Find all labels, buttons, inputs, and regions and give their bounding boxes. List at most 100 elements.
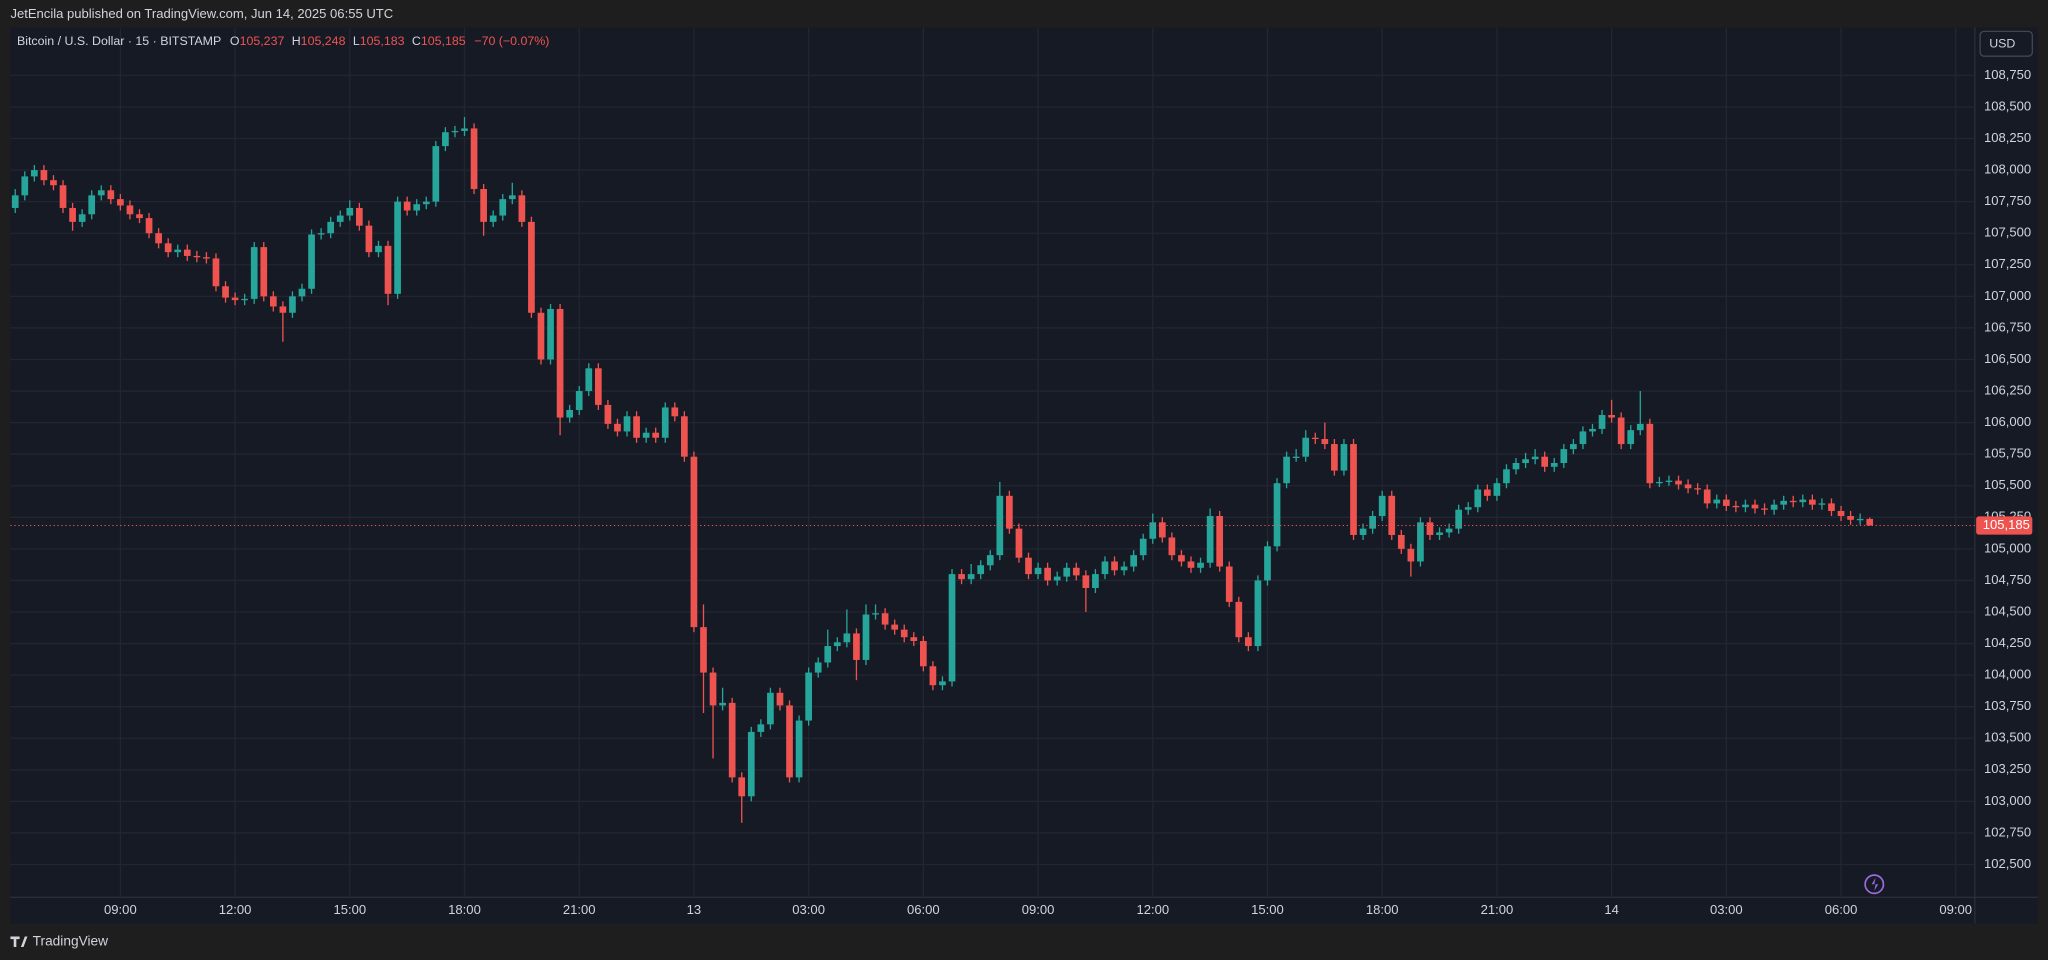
candle-body [623, 416, 631, 432]
candle-body [1187, 561, 1195, 568]
candle-body [977, 565, 985, 575]
candle-body [537, 312, 545, 360]
spark-bolt [1871, 877, 1879, 891]
candle-body [1120, 566, 1128, 571]
candle-body [1311, 437, 1319, 440]
candle-body [939, 681, 946, 686]
candle-body [833, 642, 841, 647]
candle-body [910, 637, 918, 642]
y-tick-label: 104,750 [1984, 572, 2031, 587]
y-tick-label: 104,000 [1984, 667, 2031, 682]
candle-body [442, 132, 449, 147]
candle-body [40, 170, 48, 181]
candle-body [1770, 504, 1778, 510]
candle-body [21, 176, 29, 196]
candle-body [1474, 489, 1482, 508]
candle-body [31, 170, 38, 177]
candle-body [1799, 499, 1807, 503]
candle-body [642, 432, 650, 438]
candle-body [967, 574, 975, 580]
candle-body [661, 407, 669, 438]
plot [10, 27, 1975, 898]
candle-body [767, 692, 774, 725]
candle-body [193, 255, 201, 258]
candle-body [614, 423, 621, 432]
candle-body [1092, 574, 1099, 588]
candle-body [594, 368, 602, 405]
candle-body [1570, 444, 1577, 450]
candle-body [1225, 566, 1233, 602]
spark-icon[interactable] [1864, 874, 1885, 895]
candle-body [1503, 469, 1510, 484]
y-tick-label: 105,000 [1984, 540, 2031, 555]
candle-body [346, 207, 354, 216]
candle-body [556, 308, 564, 418]
last-price-label: 105,185 [1983, 517, 2030, 532]
y-tick-label: 106,250 [1984, 382, 2031, 397]
candle-body [1015, 528, 1023, 558]
currency-button[interactable] [1979, 30, 2033, 57]
candle-body [1531, 456, 1539, 460]
candle-body [183, 249, 191, 256]
candle-body [1340, 444, 1348, 471]
candle-body [231, 297, 239, 301]
candle-body [681, 416, 688, 457]
candle-body [786, 705, 793, 778]
candle-body [1130, 555, 1137, 567]
candle-body [518, 195, 526, 222]
candle-body [97, 190, 105, 196]
candle-body [1149, 522, 1157, 539]
candle-body [69, 207, 76, 222]
candle-body [948, 574, 956, 682]
x-tick-label: 09:00 [1939, 902, 1972, 917]
candle-body [1541, 456, 1549, 467]
candle-body [1579, 431, 1587, 445]
candle-body [1283, 456, 1290, 484]
candle-body [1417, 522, 1424, 562]
y-tick-label: 102,750 [1984, 824, 2031, 839]
ohlc-value: 105,183 [360, 34, 405, 48]
y-tick-label: 105,500 [1984, 477, 2031, 492]
candle-body [757, 724, 765, 732]
candle-body [317, 233, 325, 235]
candle-body [489, 215, 497, 222]
y-tick-label: 103,750 [1984, 698, 2031, 713]
currency[interactable]: USD [1989, 37, 2015, 51]
candle-body [279, 306, 287, 313]
candle-body [298, 288, 306, 297]
y-tick-label: 103,250 [1984, 761, 2031, 776]
candle-body [843, 633, 851, 643]
candle-body [958, 574, 965, 580]
candle-body [1493, 483, 1501, 496]
y-tick-label: 108,500 [1984, 98, 2031, 113]
candle-body [1608, 415, 1615, 418]
y-tick-label: 107,750 [1984, 193, 2031, 208]
candle-body [222, 286, 229, 298]
candle-body [174, 249, 182, 253]
candle-body [1665, 480, 1673, 482]
candle-body [1044, 567, 1051, 581]
candle-body [1359, 528, 1367, 535]
candle-body [709, 672, 717, 706]
candle-body [1684, 484, 1692, 489]
candle-body [50, 180, 57, 186]
candle-body [327, 221, 335, 234]
ohlc-value: 105,185 [421, 34, 466, 48]
candle-body [1703, 489, 1711, 504]
candle-body [900, 629, 908, 638]
y-tick-label: 108,000 [1984, 162, 2031, 177]
y-tick-label: 106,750 [1984, 319, 2031, 334]
candle-body [1809, 499, 1816, 505]
candle-body [260, 247, 268, 297]
candle-body [1407, 548, 1415, 562]
candle-body [1694, 488, 1701, 490]
candle-body [575, 391, 583, 410]
candle-body [250, 247, 258, 299]
x-tick-label: 09:00 [104, 902, 137, 917]
ohlc-value: 105,248 [301, 34, 346, 48]
candle-body [1292, 456, 1300, 458]
candle-body [1158, 522, 1166, 538]
candle-body [1627, 430, 1635, 445]
candle-body [929, 666, 937, 686]
